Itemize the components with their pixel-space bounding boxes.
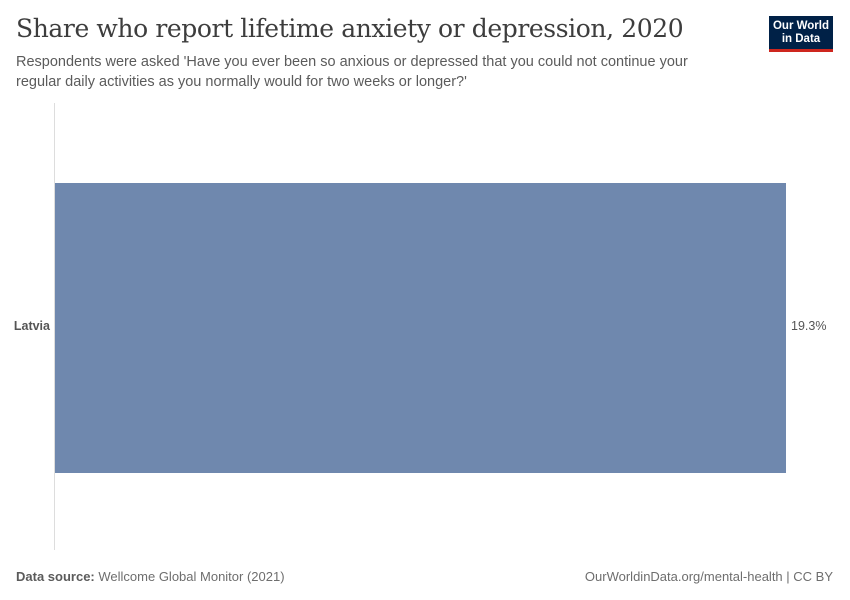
logo-line-2: in Data xyxy=(781,32,821,45)
data-source: Data source: Wellcome Global Monitor (20… xyxy=(16,569,285,584)
chart-title: Share who report lifetime anxiety or dep… xyxy=(16,14,684,43)
data-source-link[interactable]: Wellcome Global Monitor (2021) xyxy=(98,569,285,584)
url-license-link[interactable]: OurWorldinData.org/mental-health | CC BY xyxy=(584,569,833,584)
y-axis-line xyxy=(54,103,55,550)
category-label: Latvia xyxy=(13,319,50,333)
logo-line-1: Our World xyxy=(772,19,829,32)
value-label: 19.3% xyxy=(791,319,827,333)
chart-subtitle: Respondents were asked 'Have you ever be… xyxy=(16,54,688,90)
owid-logo[interactable]: Our World in Data xyxy=(769,16,833,52)
bar-latvia[interactable] xyxy=(55,183,786,473)
data-source-label: Data source: xyxy=(16,569,95,584)
